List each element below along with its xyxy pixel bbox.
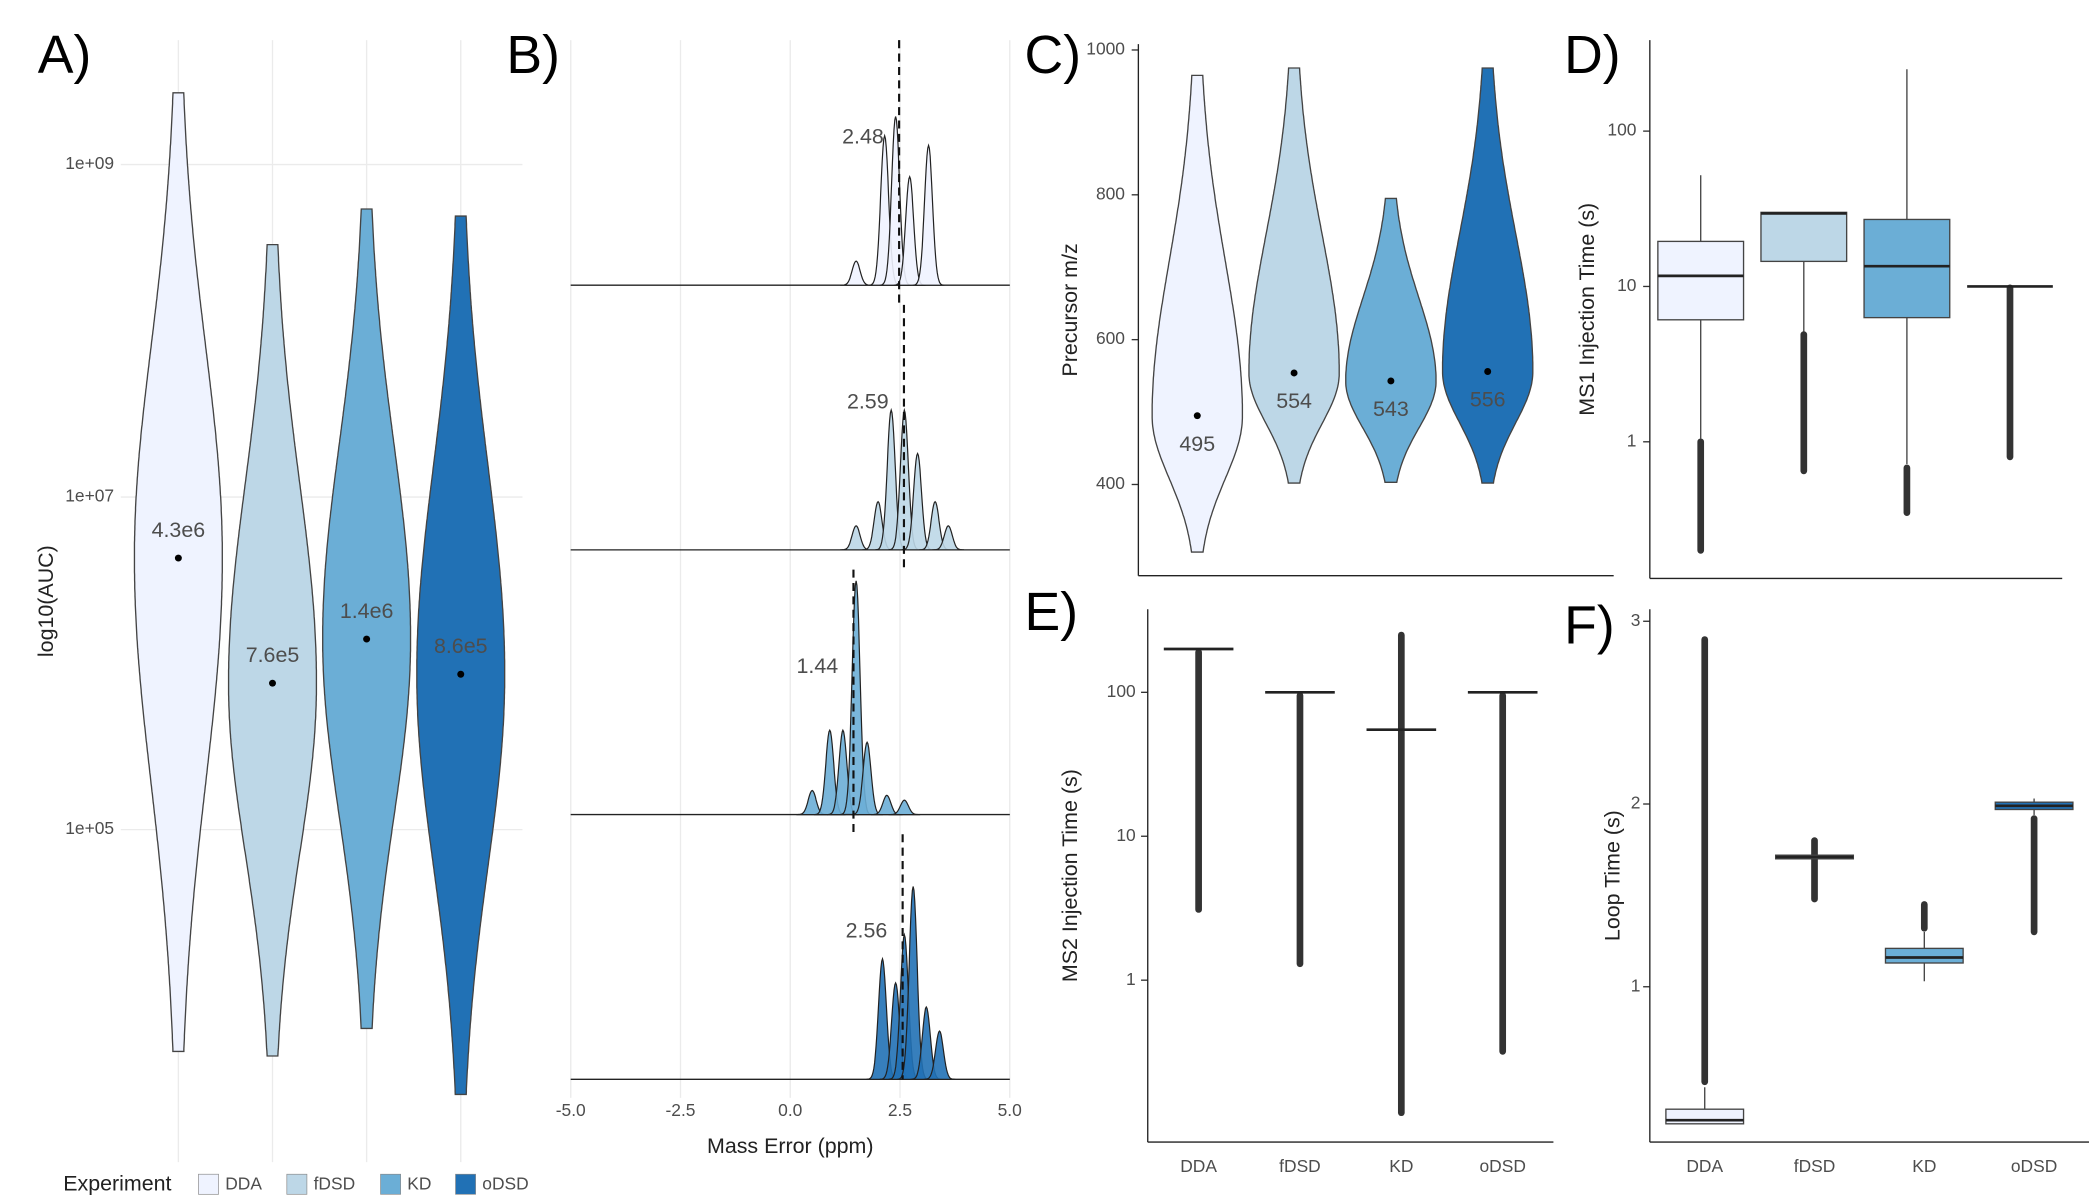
panel-label: B) bbox=[506, 26, 560, 85]
violin bbox=[227, 243, 318, 1057]
median-point bbox=[457, 670, 465, 678]
x-tick-label: KD bbox=[1912, 1156, 1936, 1176]
mean-label: 2.48 bbox=[842, 125, 884, 149]
y-axis-title: log10(AUC) bbox=[34, 545, 58, 657]
median-point bbox=[174, 554, 182, 562]
panel-label: C) bbox=[1025, 26, 1082, 85]
x-tick-label: -2.5 bbox=[666, 1100, 696, 1120]
y-tick-label: 1000 bbox=[1086, 39, 1125, 59]
legend-swatch bbox=[198, 1173, 219, 1195]
median-label: 1.4e6 bbox=[340, 599, 394, 623]
median-label: 554 bbox=[1276, 389, 1312, 413]
median-point bbox=[1290, 369, 1298, 377]
legend-label: DDA bbox=[225, 1174, 262, 1194]
violin bbox=[322, 208, 412, 1030]
mean-label: 2.59 bbox=[847, 389, 889, 413]
y-tick-label: 800 bbox=[1096, 183, 1125, 203]
median-point bbox=[1387, 377, 1395, 385]
box bbox=[1863, 218, 1951, 319]
violin bbox=[133, 92, 223, 1053]
median-label: 543 bbox=[1373, 397, 1409, 421]
x-tick-label: DDA bbox=[1180, 1156, 1217, 1176]
median-label: 556 bbox=[1470, 388, 1506, 412]
panel-label: E) bbox=[1025, 583, 1079, 642]
median-label: 8.6e5 bbox=[434, 634, 488, 658]
x-tick-label: 2.5 bbox=[888, 1100, 912, 1120]
y-tick-label: 400 bbox=[1096, 473, 1125, 493]
x-axis-title: Mass Error (ppm) bbox=[707, 1134, 874, 1158]
y-axis-title: MS2 Injection Time (s) bbox=[1058, 769, 1082, 982]
density-peak bbox=[840, 260, 872, 286]
median-label: 4.3e6 bbox=[152, 518, 206, 542]
panel-label: F) bbox=[1564, 596, 1615, 655]
median-point bbox=[1193, 412, 1201, 420]
y-tick-label: 100 bbox=[1607, 120, 1636, 140]
violin bbox=[416, 215, 506, 1096]
mean-label: 2.56 bbox=[846, 919, 888, 943]
median-point bbox=[363, 635, 371, 643]
box bbox=[1760, 211, 1848, 263]
y-tick-label: 10 bbox=[1116, 825, 1135, 845]
density-peak bbox=[912, 143, 945, 286]
x-tick-label: DDA bbox=[1686, 1156, 1723, 1176]
violin bbox=[1345, 197, 1437, 483]
panel-label: A) bbox=[38, 26, 92, 85]
violin bbox=[1248, 67, 1340, 484]
density-peak bbox=[840, 525, 872, 551]
box bbox=[1665, 1108, 1745, 1125]
legend-swatch bbox=[455, 1173, 476, 1195]
y-tick-label: 1e+07 bbox=[65, 486, 114, 506]
y-axis-title: Loop Time (s) bbox=[1600, 810, 1624, 941]
y-tick-label: 100 bbox=[1107, 681, 1136, 701]
y-tick-label: 3 bbox=[1631, 610, 1641, 630]
density-peak bbox=[932, 525, 965, 551]
violin bbox=[1441, 67, 1534, 484]
legend-swatch bbox=[380, 1173, 401, 1195]
mean-label: 1.44 bbox=[796, 654, 838, 678]
box bbox=[1884, 947, 1964, 964]
panel-label: D) bbox=[1564, 26, 1621, 85]
x-tick-label: oDSD bbox=[2011, 1156, 2057, 1176]
box bbox=[1657, 240, 1745, 321]
x-tick-label: -5.0 bbox=[556, 1100, 586, 1120]
x-tick-label: oDSD bbox=[1479, 1156, 1525, 1176]
median-label: 495 bbox=[1179, 432, 1215, 456]
legend-label: KD bbox=[407, 1174, 431, 1194]
legend-title: Experiment bbox=[63, 1172, 171, 1196]
legend-swatch bbox=[286, 1173, 308, 1195]
y-tick-label: 10 bbox=[1617, 275, 1636, 295]
y-tick-label: 1e+09 bbox=[65, 153, 114, 173]
density-peak bbox=[888, 799, 921, 816]
x-tick-label: 5.0 bbox=[998, 1100, 1022, 1120]
y-tick-label: 2 bbox=[1631, 793, 1641, 813]
legend-label: fDSD bbox=[314, 1174, 356, 1194]
violin bbox=[1151, 74, 1244, 553]
density-peak bbox=[923, 1030, 956, 1080]
y-tick-label: 1 bbox=[1126, 969, 1136, 989]
x-tick-label: fDSD bbox=[1794, 1156, 1836, 1176]
legend-label: oDSD bbox=[482, 1174, 528, 1194]
x-tick-label: KD bbox=[1389, 1156, 1413, 1176]
x-tick-label: fDSD bbox=[1279, 1156, 1321, 1176]
median-label: 7.6e5 bbox=[246, 643, 300, 667]
y-tick-label: 1e+05 bbox=[65, 818, 114, 838]
y-axis-title: Precursor m/z bbox=[1058, 243, 1082, 376]
y-tick-label: 1 bbox=[1627, 430, 1637, 450]
y-tick-label: 600 bbox=[1096, 328, 1125, 348]
median-point bbox=[269, 679, 276, 687]
median-point bbox=[1484, 368, 1492, 375]
x-tick-label: 0.0 bbox=[778, 1100, 802, 1120]
y-axis-title: MS1 Injection Time (s) bbox=[1575, 203, 1599, 416]
y-tick-label: 1 bbox=[1631, 975, 1641, 995]
